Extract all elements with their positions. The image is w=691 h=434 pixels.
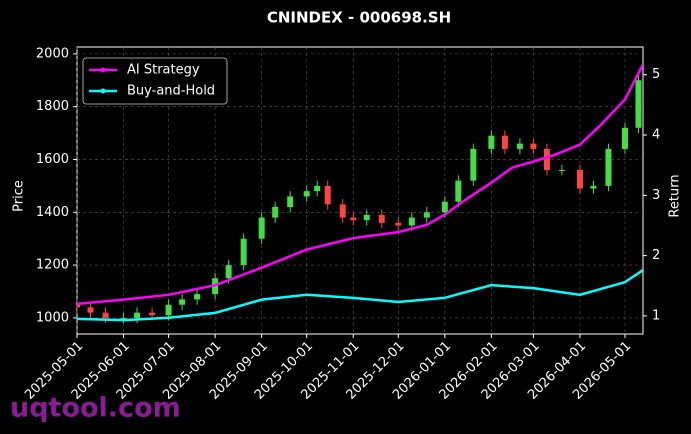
- candle-body: [339, 204, 346, 218]
- candle-body: [543, 148, 550, 171]
- candle-body: [395, 222, 402, 226]
- legend-box: [82, 57, 228, 105]
- candle-body: [501, 135, 508, 149]
- candle-body: [590, 185, 597, 189]
- candle-body: [303, 191, 310, 197]
- candle-body: [102, 312, 109, 318]
- candle-body: [423, 212, 430, 218]
- y2-tick-label: 1: [652, 308, 660, 323]
- legend-label: Buy-and-Hold: [127, 84, 215, 99]
- candle-body: [258, 217, 265, 239]
- candle-body: [516, 143, 523, 149]
- legend: AI Strategy Buy-and-Hold: [82, 57, 228, 105]
- y2-tick-label: 5: [652, 67, 660, 82]
- candle-body: [350, 217, 357, 221]
- candle-body: [363, 214, 370, 221]
- candle-body: [179, 299, 186, 305]
- candle-body: [314, 185, 321, 192]
- plot-frame: [76, 46, 644, 335]
- y-tick-label: 1400: [36, 205, 69, 220]
- y-tick-label: 1000: [36, 310, 69, 325]
- candle-body: [194, 294, 201, 300]
- candle-body: [558, 170, 565, 172]
- return-line: [77, 63, 643, 306]
- y2-axis-label: Return: [668, 174, 683, 217]
- y2-tick-label: 2: [652, 248, 660, 263]
- candle-body: [635, 80, 642, 128]
- candle-body: [324, 185, 331, 205]
- candle-body: [408, 217, 415, 226]
- candle-body: [470, 148, 477, 181]
- candle-body: [87, 307, 94, 313]
- candle-body: [77, 304, 80, 308]
- candle-body: [455, 180, 462, 202]
- chart-title: CNINDEX - 000698.SH: [267, 9, 451, 27]
- candle-body: [441, 201, 448, 213]
- candle-body: [287, 196, 294, 208]
- candle-body: [225, 265, 232, 279]
- candle-body: [272, 207, 279, 218]
- y2-tick-label: 4: [652, 128, 660, 143]
- y-tick-label: 1200: [36, 258, 69, 273]
- candle-body: [488, 135, 495, 149]
- candle-body: [530, 143, 537, 149]
- candle-body: [149, 312, 156, 316]
- candle-body: [621, 127, 628, 149]
- y2-tick-label: 3: [652, 188, 660, 203]
- y-axis-label: Price: [12, 180, 27, 212]
- candle-body: [378, 214, 385, 223]
- candle-body: [576, 170, 583, 189]
- y-tick-label: 1600: [36, 152, 69, 167]
- candle-body: [120, 317, 127, 319]
- legend-marker: [100, 88, 106, 94]
- watermark: uqtool.com: [10, 393, 181, 424]
- y-tick-label: 1800: [36, 99, 69, 114]
- candle-body: [165, 304, 172, 316]
- legend-marker: [100, 67, 106, 73]
- y-tick-label: 2000: [36, 46, 69, 61]
- return-line: [77, 269, 643, 322]
- candle-body: [240, 238, 247, 266]
- legend-label: AI Strategy: [127, 63, 200, 78]
- candle-body: [605, 148, 612, 186]
- candle-body: [134, 312, 141, 318]
